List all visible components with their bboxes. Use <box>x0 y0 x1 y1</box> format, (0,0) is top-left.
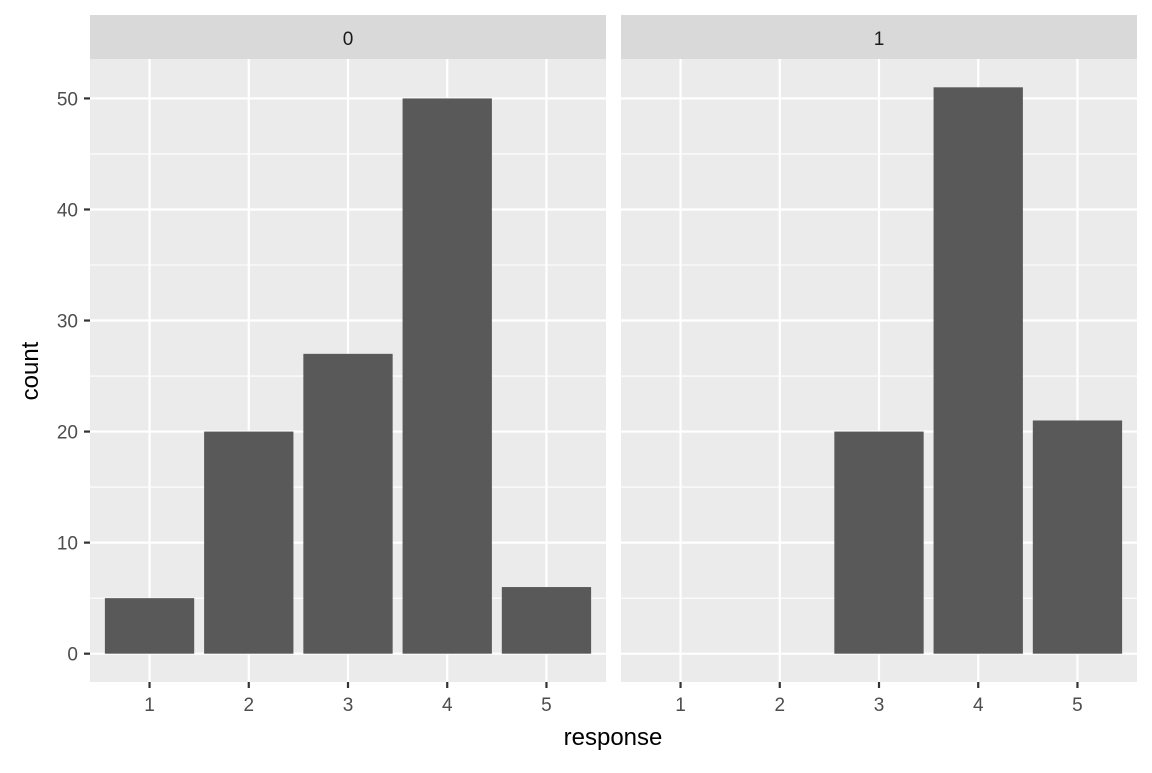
y-tick-label: 20 <box>57 423 78 444</box>
facet-strip-label: 1 <box>874 29 885 50</box>
facet-strip <box>90 15 606 59</box>
x-axis-title: response <box>564 724 663 751</box>
x-tick-label: 1 <box>675 695 686 716</box>
y-tick-label: 0 <box>67 645 78 666</box>
bar-panel-1-response-4 <box>933 87 1023 654</box>
bar-panel-1-response-3 <box>834 431 924 654</box>
x-tick-label: 2 <box>243 695 254 716</box>
bar-panel-0-response-5 <box>501 587 592 654</box>
x-tick-label: 3 <box>343 695 354 716</box>
x-tick-label: 5 <box>541 695 552 716</box>
bar-panel-0-response-1 <box>104 598 195 654</box>
x-tick-label: 3 <box>874 695 885 716</box>
bar-panel-0-response-2 <box>204 431 294 654</box>
bar-panel-1-response-5 <box>1032 420 1123 654</box>
y-tick-label: 30 <box>57 312 78 333</box>
facet-strip <box>621 15 1137 59</box>
y-tick-label: 40 <box>57 200 78 221</box>
x-tick-label: 4 <box>442 695 453 716</box>
x-tick-label: 5 <box>1072 695 1083 716</box>
y-axis-title: count <box>17 341 44 400</box>
x-tick-label: 4 <box>973 695 984 716</box>
y-tick-label: 50 <box>57 89 78 110</box>
x-tick-label: 1 <box>144 695 155 716</box>
x-tick-label: 2 <box>774 695 785 716</box>
facet-strip-label: 0 <box>343 29 354 50</box>
bar-panel-0-response-3 <box>303 353 393 654</box>
bar-panel-0-response-4 <box>402 98 492 654</box>
y-tick-label: 10 <box>57 534 78 555</box>
